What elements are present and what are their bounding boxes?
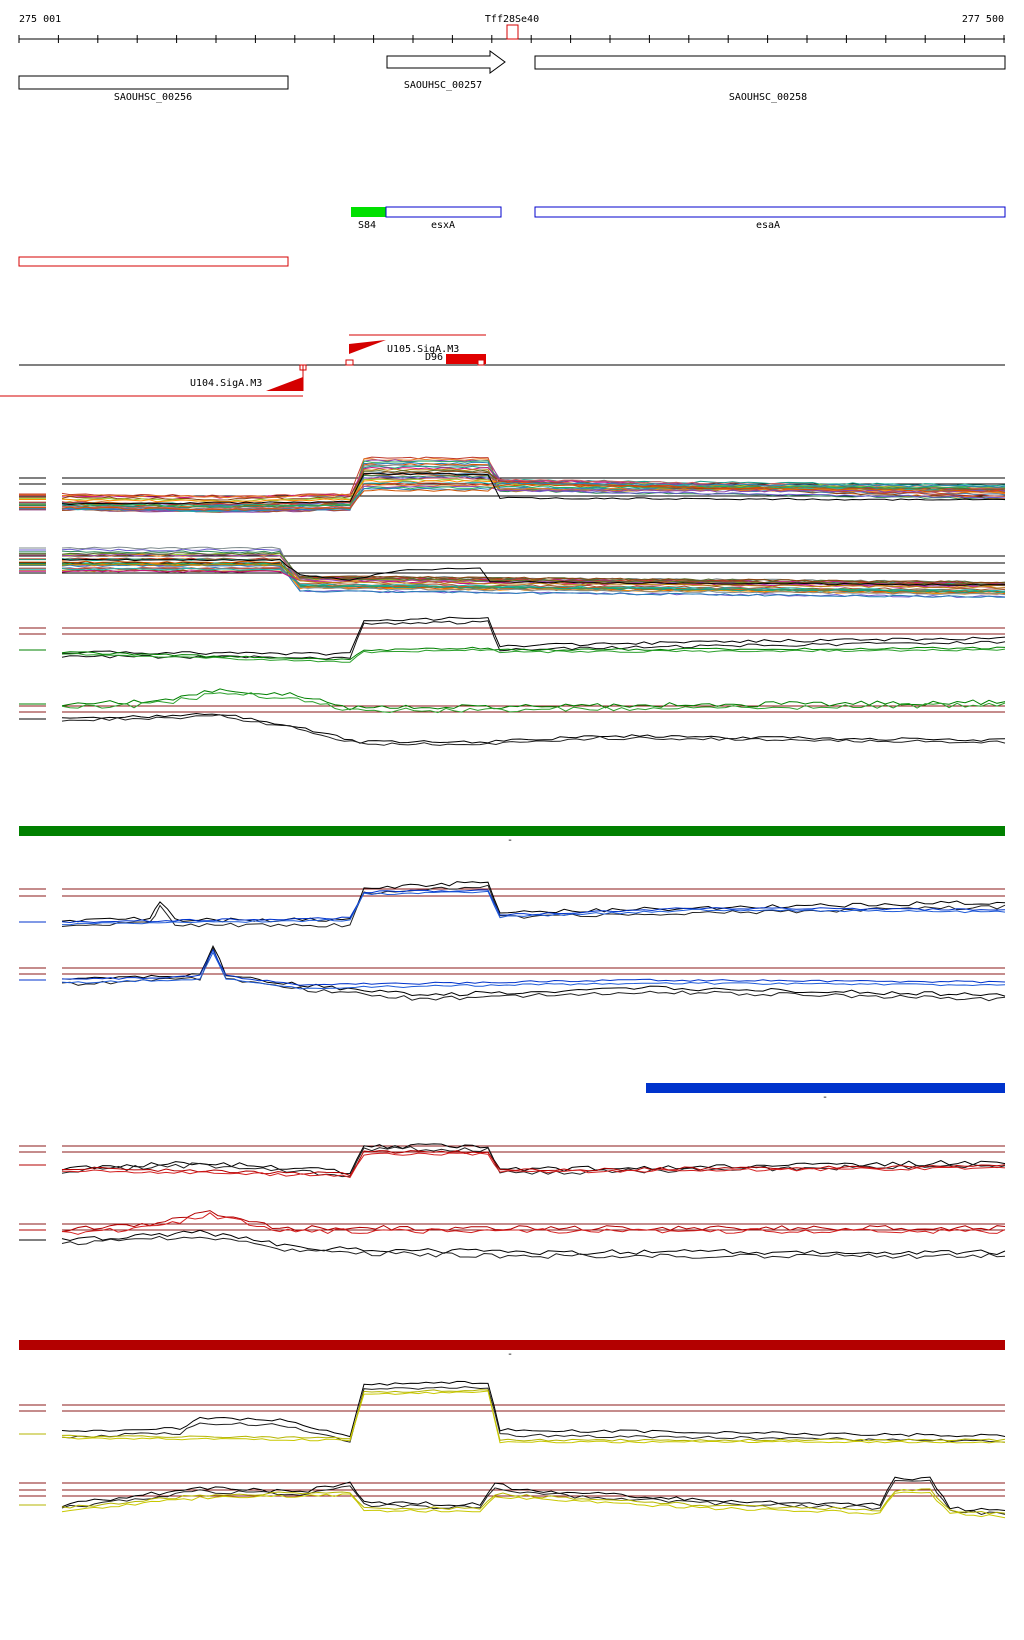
separator-bar-blue: [646, 1083, 1005, 1093]
separator-label: -: [822, 1092, 828, 1103]
feature-box-s84: [351, 207, 386, 217]
feature-box-esxa: [385, 206, 502, 218]
expression-trace: [61, 1476, 1006, 1512]
gene-track: SAOUHSC_00256 SAOUHSC_00257 SAOUHSC_0025…: [18, 50, 1006, 103]
gene-label: SAOUHSC_00258: [729, 92, 807, 103]
gene-label: SAOUHSC_00257: [404, 80, 482, 91]
expression-trace: [61, 482, 1006, 512]
expression-trace: [62, 616, 1006, 656]
expression-trace: [61, 1146, 1006, 1178]
expression-trace: [61, 480, 1006, 506]
expression-trace: [61, 648, 1006, 663]
ruler-start-label: 275 001: [19, 14, 61, 25]
expression-trace: [61, 1235, 1006, 1260]
expression-trace: [61, 951, 1006, 990]
expression-trace: [61, 563, 1006, 589]
promoter-wedge: [349, 340, 386, 354]
promoter-start-marker: [345, 359, 354, 366]
expression-trace: [61, 714, 1006, 746]
feature-label: esxA: [431, 220, 455, 231]
ruler-ticks: [18, 35, 1005, 43]
expression-trace: [61, 1380, 1006, 1438]
expression-trace: [61, 890, 1006, 926]
expression-trace: [61, 1479, 1006, 1516]
expression-trace: [61, 692, 1006, 714]
expression-trace: [61, 564, 1006, 598]
expression-trace: [61, 1212, 1006, 1235]
promoter-d96-box: [446, 354, 486, 364]
feature-label: S84: [358, 220, 376, 231]
expression-trace: [61, 558, 1006, 593]
feature-box-esaa: [534, 206, 1006, 218]
expression-trace: [61, 688, 1006, 711]
promoter-label: D96: [425, 352, 443, 363]
expression-trace: [61, 1210, 1006, 1233]
expression-trace: [61, 712, 1006, 744]
expression-trace: [61, 1491, 1006, 1519]
expression-trace: [61, 646, 1006, 661]
expression-trace: [62, 948, 1006, 986]
expression-trace: [61, 889, 1006, 924]
feature-track: S84 esxA esaA: [351, 206, 1006, 231]
ruler-center-label: Tff28Se40: [485, 14, 539, 25]
expression-trace: [61, 1229, 1006, 1256]
promoter-wedge: [266, 377, 303, 391]
expression-trace: [61, 944, 1006, 997]
gene-arrow-saouhsc-00257: [386, 50, 506, 74]
separator-bars: - - -: [19, 826, 1005, 1360]
expression-trace: [62, 1152, 1006, 1179]
expression-trace: [62, 1150, 1006, 1177]
feature-label: esaA: [756, 220, 780, 231]
expression-trace: [61, 881, 1006, 923]
promoter-d96-marker: [477, 359, 485, 366]
expression-trace: [61, 1386, 1006, 1443]
expression-trace: [61, 483, 1006, 511]
gene-label: SAOUHSC_00256: [114, 92, 192, 103]
separator-bar-red: [19, 1340, 1005, 1350]
gene-box-saouhsc-00256: [18, 75, 289, 90]
expression-trace: [61, 546, 1006, 596]
expression-trace: [61, 485, 1006, 507]
expression-trace: [61, 1390, 1006, 1444]
separator-bar-green: [19, 826, 1005, 836]
ruler-marker: [506, 24, 519, 40]
expression-trace: [61, 558, 1006, 586]
gene-box-saouhsc-00258: [534, 55, 1006, 70]
coordinate-ruler: 275 001 277 500 Tff28Se40: [18, 14, 1005, 43]
promoter-label: U105.SigA.M3: [387, 344, 459, 355]
separator-label: -: [507, 1349, 513, 1360]
expression-trace: [61, 884, 1006, 928]
expression-trace: [61, 553, 1006, 587]
expression-panels: [19, 456, 1006, 1519]
expression-trace: [61, 472, 1006, 506]
separator-label: -: [507, 835, 513, 846]
terminator-box: [18, 256, 289, 267]
expression-trace: [61, 1389, 1006, 1442]
promoter-track: U105.SigA.M3 D96 U104.SigA.M3: [0, 334, 1005, 397]
promoter-label: U104.SigA.M3: [190, 378, 262, 389]
ruler-end-label: 277 500: [962, 14, 1004, 25]
